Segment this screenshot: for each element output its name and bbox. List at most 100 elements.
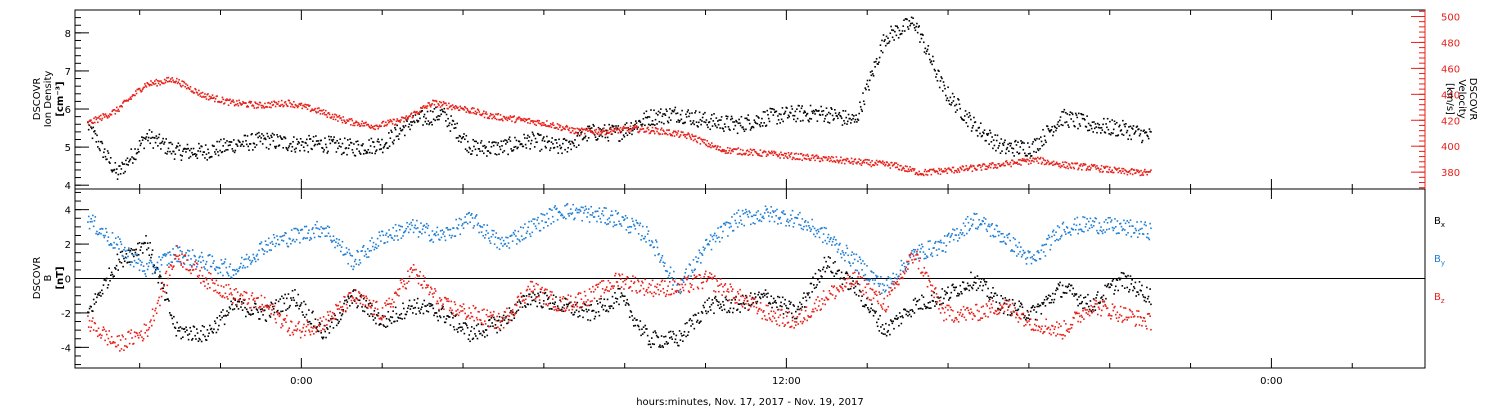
- density-point: [634, 120, 637, 122]
- bx-point: [510, 310, 512, 312]
- bx-point: [930, 307, 932, 309]
- bx-point: [238, 300, 241, 303]
- by-point: [235, 273, 237, 275]
- bx-point: [779, 305, 782, 307]
- density-point: [330, 136, 332, 138]
- density-point: [1142, 130, 1145, 132]
- density-point: [954, 104, 956, 107]
- by-point: [430, 239, 432, 242]
- density-point: [740, 115, 743, 118]
- bx-point: [530, 296, 533, 298]
- bx-point: [977, 287, 980, 290]
- velocity-point: [694, 138, 696, 141]
- density-point: [786, 107, 788, 109]
- bx-point: [1057, 283, 1060, 285]
- velocity-point: [506, 119, 509, 122]
- bx-point: [600, 297, 602, 300]
- velocity-point: [731, 148, 734, 151]
- density-point: [359, 153, 362, 155]
- velocity-point: [274, 101, 276, 104]
- by-point: [411, 224, 413, 227]
- density-point: [773, 108, 775, 111]
- velocity-point: [141, 88, 144, 91]
- velocity-point: [603, 127, 605, 130]
- density-point: [914, 29, 917, 32]
- bx-point: [293, 299, 295, 302]
- density-point: [423, 113, 426, 116]
- density-point: [435, 106, 437, 109]
- density-point: [991, 136, 993, 138]
- density-point: [466, 149, 468, 152]
- bx-point: [874, 312, 876, 314]
- density-point: [389, 137, 392, 140]
- bx-point: [1130, 283, 1133, 285]
- density-point: [495, 153, 498, 156]
- velocity-point: [785, 152, 788, 155]
- density-point: [1028, 146, 1031, 148]
- density-point: [178, 149, 180, 151]
- by-point: [182, 255, 185, 258]
- density-point: [326, 152, 329, 154]
- bx-point: [173, 326, 176, 329]
- velocity-point: [436, 106, 439, 108]
- density-point: [676, 112, 679, 114]
- velocity-point: [1077, 168, 1079, 171]
- density-point: [1005, 152, 1007, 155]
- bx-point: [628, 316, 631, 318]
- by-point: [455, 218, 457, 221]
- density-point: [473, 145, 475, 148]
- density-point: [868, 89, 870, 91]
- by-point: [583, 212, 585, 214]
- by-point: [164, 253, 166, 255]
- velocity-point: [655, 127, 658, 130]
- bx-point: [750, 303, 753, 306]
- density-point: [270, 134, 272, 137]
- velocity-point: [394, 123, 397, 126]
- bx-point: [950, 291, 953, 294]
- bx-point: [660, 335, 663, 337]
- by-point: [97, 233, 100, 235]
- density-point: [94, 132, 97, 135]
- bx-point: [608, 305, 611, 308]
- density-point: [416, 121, 419, 123]
- by-point: [466, 222, 469, 225]
- density-point: [348, 144, 351, 146]
- bx-point: [470, 330, 472, 332]
- velocity-point: [331, 113, 334, 116]
- density-point: [504, 139, 506, 141]
- bx-point: [742, 302, 745, 304]
- bx-point: [568, 302, 570, 305]
- bx-point: [577, 316, 579, 318]
- velocity-point: [514, 120, 517, 123]
- by-point: [571, 212, 574, 214]
- density-point: [320, 139, 322, 142]
- density-point: [479, 142, 482, 144]
- tick-label: 420: [1441, 116, 1460, 127]
- bx-point: [676, 341, 678, 344]
- bx-point: [480, 323, 483, 326]
- density-point: [1117, 134, 1120, 136]
- velocity-point: [675, 131, 677, 134]
- by-point: [226, 271, 228, 274]
- by-point: [181, 250, 183, 253]
- velocity-point: [374, 128, 376, 131]
- density-point: [167, 147, 170, 150]
- bx-point: [543, 292, 546, 295]
- by-point: [512, 231, 515, 234]
- bx-point: [669, 330, 672, 333]
- bx-point: [176, 321, 178, 324]
- by-point: [391, 237, 394, 240]
- velocity-point: [222, 98, 224, 101]
- bx-point: [785, 307, 788, 309]
- density-point: [821, 110, 823, 113]
- by-point: [498, 248, 501, 250]
- by-point: [472, 227, 475, 229]
- bx-point: [974, 276, 976, 279]
- bx-point: [1092, 308, 1094, 311]
- by-point: [326, 225, 329, 228]
- bx-point: [1077, 304, 1079, 307]
- by-point: [125, 257, 128, 259]
- velocity-point: [691, 133, 693, 136]
- density-point: [651, 119, 654, 122]
- by-point: [116, 243, 119, 246]
